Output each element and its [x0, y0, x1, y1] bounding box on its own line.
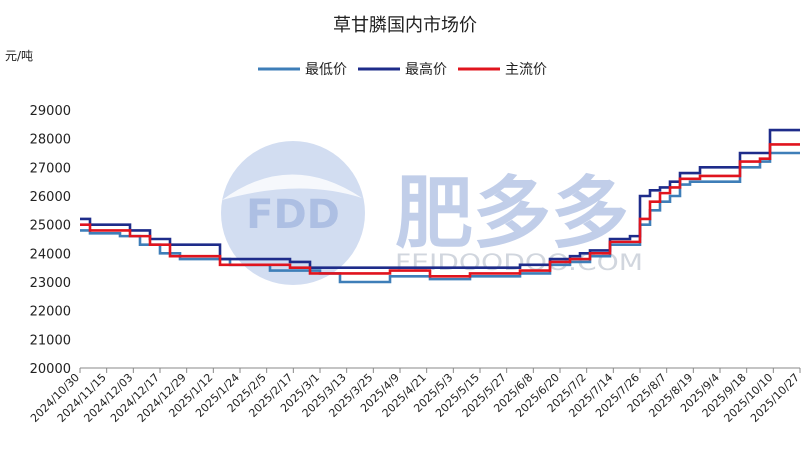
y-tick-label: 22000 [30, 305, 71, 320]
watermark: FDD 肥多多 FEIDOODOO.COM [221, 141, 643, 285]
series-group [80, 128, 800, 284]
y-tick-label: 29000 [30, 104, 71, 119]
y-tick-label: 21000 [30, 333, 71, 348]
y-tick-label: 25000 [30, 219, 71, 234]
legend-label: 主流价 [505, 62, 547, 78]
y-tick-label: 26000 [30, 190, 71, 205]
y-axis-unit: 元/吨 [5, 49, 33, 63]
y-tick-label: 28000 [30, 133, 71, 148]
y-tick-label: 20000 [30, 362, 71, 377]
watermark-logo-text: FDD [246, 192, 340, 238]
y-tick-label: 24000 [30, 247, 71, 262]
watermark-logo-icon [221, 141, 365, 285]
legend-label: 最低价 [305, 62, 347, 78]
series-line-3 [80, 143, 800, 278]
legend-label: 最高价 [405, 61, 447, 78]
legend: 最低价 最高价 主流价 [258, 61, 547, 78]
y-tick-label: 23000 [30, 276, 71, 291]
watermark-logo-swoosh-icon [222, 174, 362, 200]
y-tick-label: 27000 [30, 161, 71, 176]
chart-title: 草甘膦国内市场价 [333, 15, 477, 36]
watermark-brand-text: 肥多多 [395, 169, 629, 259]
